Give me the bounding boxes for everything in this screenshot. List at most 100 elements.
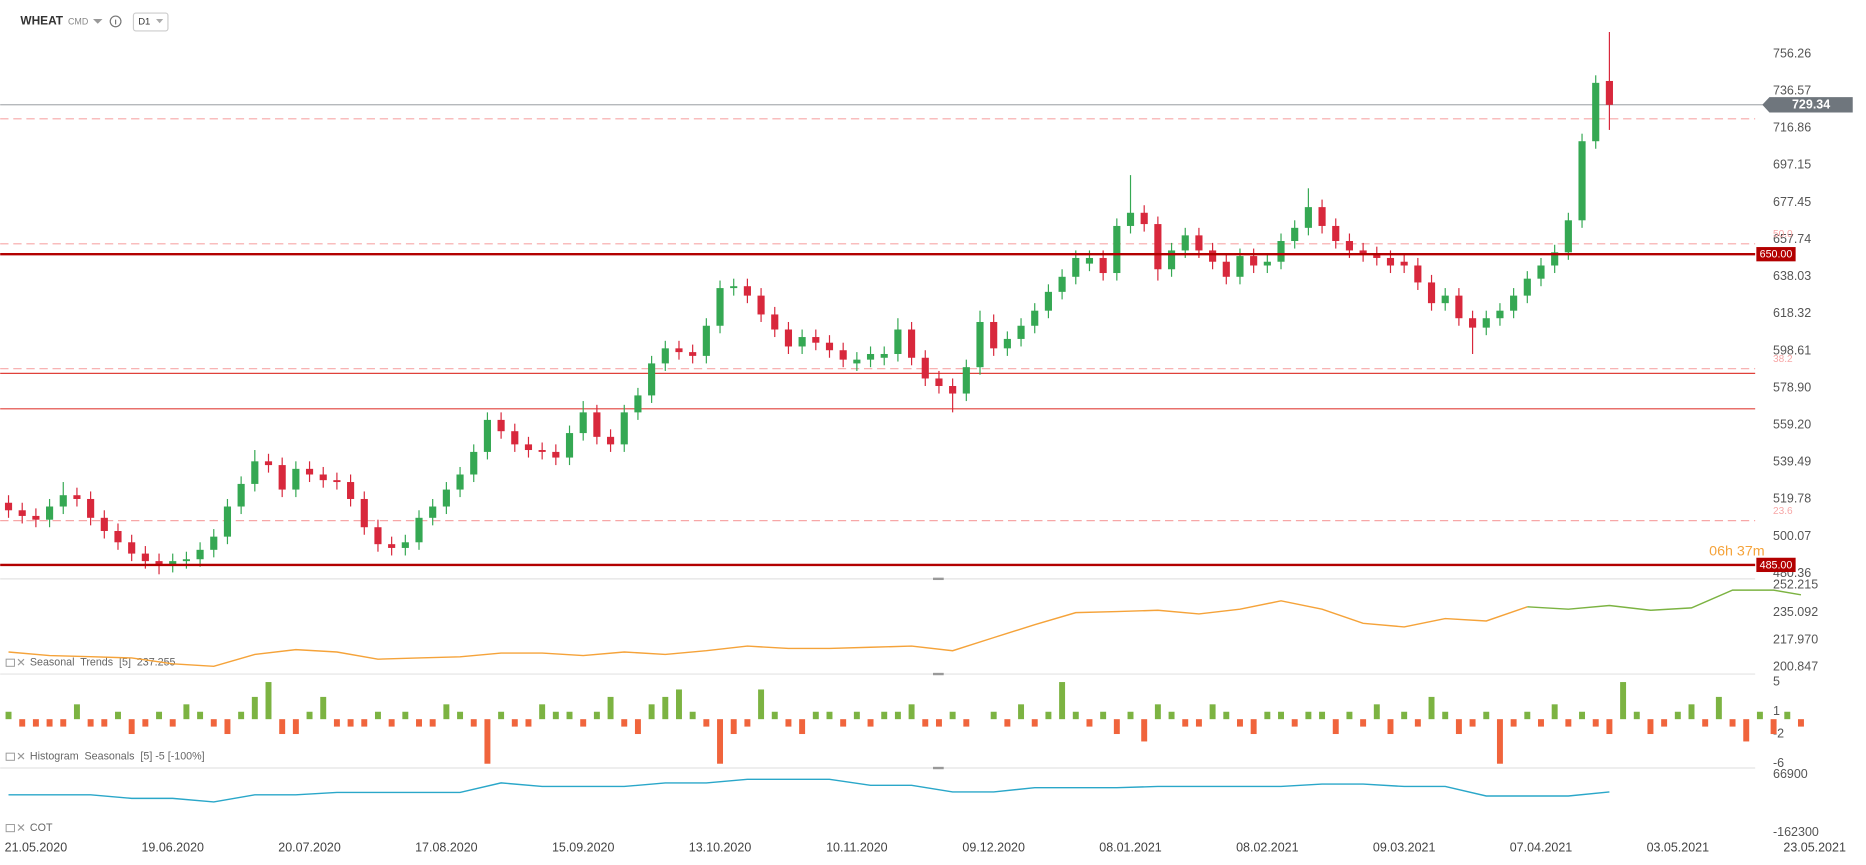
candle-body xyxy=(798,337,806,347)
candle-body xyxy=(1236,256,1244,277)
histogram-bar xyxy=(1620,682,1627,720)
candle-body xyxy=(1003,338,1011,349)
histogram-bar xyxy=(320,696,327,720)
fib-level-label: 50.0 xyxy=(1773,229,1793,240)
indicator-legend: Histogram Seasonals [5] -5 [-100%] xyxy=(30,751,205,763)
histogram-bar xyxy=(60,719,67,727)
histogram-bar xyxy=(115,711,121,720)
histogram-bar xyxy=(1373,704,1380,720)
histogram-bar xyxy=(1319,711,1326,720)
histogram-bar xyxy=(949,711,956,720)
candle-body xyxy=(1510,295,1518,311)
y-tick-label: -6 xyxy=(1773,756,1784,770)
candle-body xyxy=(648,363,656,396)
histogram-bar xyxy=(388,719,395,727)
histogram-bar xyxy=(634,719,641,735)
x-tick-label: 15.09.2020 xyxy=(552,841,615,855)
histogram-bar xyxy=(1510,719,1517,727)
y-tick-label: 519.78 xyxy=(1773,492,1811,506)
y-tick-label: 235.092 xyxy=(1773,605,1818,619)
histogram-bar xyxy=(5,711,12,720)
histogram-bar xyxy=(416,719,422,727)
histogram-bar xyxy=(1141,719,1148,742)
info-icon[interactable] xyxy=(109,15,122,28)
timeframe-select[interactable] xyxy=(132,12,169,32)
instrument-dropdown[interactable] xyxy=(92,19,103,24)
histogram-bar xyxy=(101,719,108,727)
candle-body xyxy=(579,412,587,434)
candle-body xyxy=(1400,261,1408,266)
y-tick-label: 716.86 xyxy=(1773,121,1811,135)
y-tick-label: 66900 xyxy=(1773,767,1808,781)
y-tick-label: 736.57 xyxy=(1773,83,1811,97)
candle-body xyxy=(292,468,300,490)
x-tick-label: 09.03.2021 xyxy=(1373,841,1436,855)
histogram-bar xyxy=(333,719,340,727)
fib-level-label: 23.6 xyxy=(1773,506,1793,517)
candle-body xyxy=(812,337,820,343)
candle-body xyxy=(1017,325,1025,339)
y-tick-label: -162300 xyxy=(1773,825,1819,839)
candle-body xyxy=(319,474,327,481)
y-tick-label: 200.847 xyxy=(1773,660,1818,674)
histogram-bar xyxy=(484,719,491,764)
candle-body xyxy=(347,482,355,499)
candle-body xyxy=(32,515,40,520)
histogram-bar xyxy=(758,689,765,720)
histogram-bar xyxy=(908,704,915,720)
candle-body xyxy=(1209,250,1217,262)
candle-body xyxy=(1058,276,1066,292)
candle-body xyxy=(1195,235,1203,251)
candle-body xyxy=(866,353,875,360)
histogram-bar xyxy=(429,719,436,727)
histogram-bar xyxy=(183,704,190,720)
y-tick-label: 1 xyxy=(1773,704,1780,718)
candle-body xyxy=(1181,235,1189,251)
histogram-bar xyxy=(1674,711,1681,720)
candle-body xyxy=(1250,256,1258,266)
histogram-bar xyxy=(1565,719,1572,727)
series-line xyxy=(8,778,1610,803)
histogram-bar xyxy=(812,711,819,720)
histogram-bar xyxy=(1455,719,1462,735)
candle-body xyxy=(141,553,149,562)
candle-body xyxy=(1427,282,1436,304)
candle-body xyxy=(1031,310,1039,326)
x-tick-label: 07.04.2021 xyxy=(1510,841,1573,855)
histogram-bar xyxy=(1606,719,1613,735)
indicator-legend: Seasonal Trends [5] 237.255 xyxy=(30,657,176,669)
histogram-bar xyxy=(867,719,874,727)
histogram-bar xyxy=(470,719,477,727)
candle-body xyxy=(87,498,95,518)
histogram-bar xyxy=(1018,704,1025,720)
x-tick-label: 17.08.2020 xyxy=(415,841,478,855)
candle-body xyxy=(1072,257,1080,277)
candle-body xyxy=(565,433,574,458)
candle-body xyxy=(702,325,710,356)
candle-body xyxy=(1373,254,1381,258)
candle-body xyxy=(771,314,779,330)
histogram-bar xyxy=(689,711,696,720)
histogram-bar xyxy=(1579,711,1586,720)
candle-body xyxy=(360,498,368,528)
candle-body xyxy=(264,461,273,466)
candle-body xyxy=(1044,291,1052,311)
y-tick-label: 578.90 xyxy=(1773,380,1811,394)
histogram-bar xyxy=(799,719,806,735)
histogram-bar xyxy=(87,719,94,727)
histogram-bar xyxy=(1195,719,1202,727)
candle-body xyxy=(524,444,533,451)
histogram-bar xyxy=(169,719,176,727)
candle-body xyxy=(593,412,601,437)
histogram-bar xyxy=(730,719,737,735)
timeframe-caret xyxy=(156,19,164,24)
histogram-bar xyxy=(853,711,860,720)
candle-body xyxy=(497,419,505,432)
histogram-bar xyxy=(1401,711,1408,720)
y-tick-label: 618.32 xyxy=(1773,306,1811,320)
histogram-bar xyxy=(621,719,628,727)
histogram-bar xyxy=(265,682,272,720)
series-line xyxy=(8,600,1528,668)
